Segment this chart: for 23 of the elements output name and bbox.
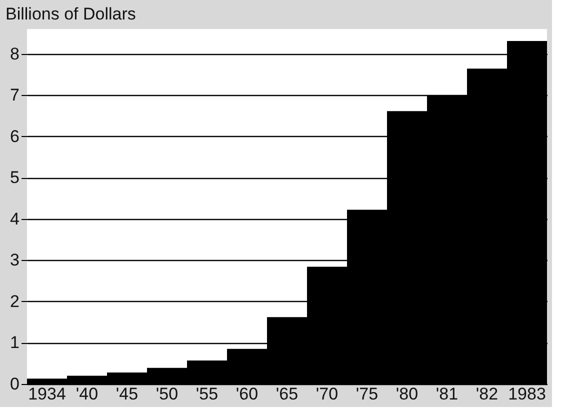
y-tick-label: 2 <box>10 292 20 311</box>
x-tick-label: '80 <box>396 384 418 404</box>
x-tick-label: '55 <box>196 384 218 404</box>
x-tick-label: '50 <box>156 384 178 404</box>
y-tick-label: 4 <box>10 209 20 228</box>
y-tick-label: 8 <box>10 44 20 64</box>
x-tick-label: 1983 <box>508 384 546 404</box>
y-tick-label: 6 <box>10 126 20 146</box>
y-tick-label: 0 <box>10 374 20 394</box>
y-tick-label: 5 <box>10 168 20 188</box>
y-tick-label: 3 <box>10 250 20 270</box>
x-tick-label: '82 <box>476 384 498 404</box>
y-tick-label: 1 <box>10 333 20 352</box>
x-tick-label: '65 <box>276 384 298 404</box>
x-tick-label: '81 <box>436 384 458 404</box>
x-tick-label: '75 <box>356 384 378 404</box>
x-tick-label: '60 <box>236 384 258 404</box>
x-tick-label: '70 <box>316 384 338 404</box>
x-tick-label: 1934 <box>28 384 66 404</box>
y-tick-label: 7 <box>10 86 20 105</box>
x-tick-label: '45 <box>116 384 138 404</box>
x-tick-label: '40 <box>76 384 98 404</box>
y-axis-title: Billions of Dollars <box>6 4 136 24</box>
